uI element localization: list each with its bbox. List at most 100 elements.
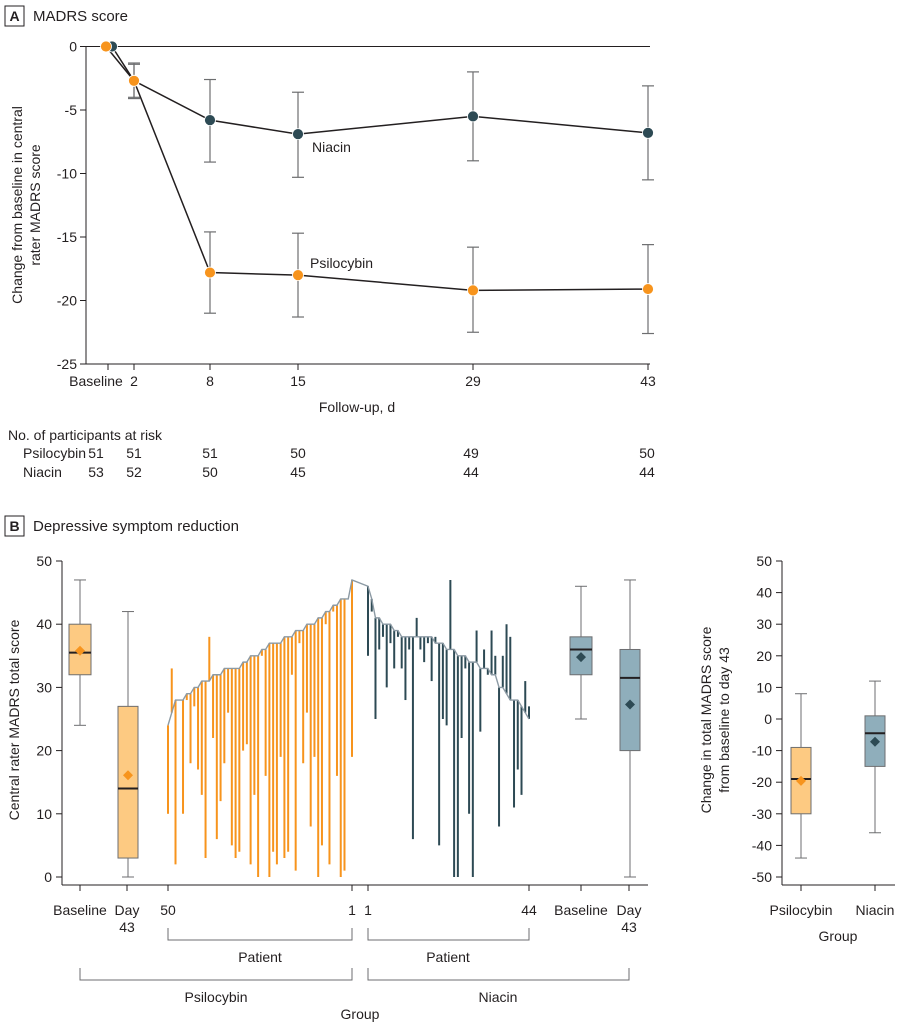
niacin-change-mean-marker (870, 736, 880, 747)
x-label-psi-baseline: Baseline (53, 902, 107, 918)
panel-b-left-y-ticks: 50 40 30 20 10 0 (36, 553, 630, 891)
at-risk-value: 50 (202, 464, 218, 480)
patient-bracket-niacin (367, 928, 530, 941)
b-y-tick-label: 20 (36, 743, 52, 759)
at-risk-values: 51 51 51 50 49 50 53 52 50 45 44 44 (88, 445, 655, 480)
r-y-tick-label: -30 (752, 806, 772, 822)
group-bracket-niacin (367, 968, 630, 981)
panel-a-title: MADRS score (33, 8, 128, 25)
at-risk-niacin-label: Niacin (23, 464, 62, 480)
niacin-point (467, 110, 479, 123)
r-y-tick-label: 20 (756, 648, 772, 664)
panel-a-label: A (9, 8, 19, 24)
patient-label-psilocybin: Patient (238, 949, 282, 965)
niacin-series-label: Niacin (312, 139, 351, 155)
x-label-nia-day-num: 43 (621, 919, 637, 935)
r-y-tick-label: 10 (756, 679, 772, 695)
panel-a-ylabel-1: Change from baseline in central (9, 106, 25, 304)
at-risk-value: 44 (639, 464, 655, 480)
b-y-tick-label: 40 (36, 616, 52, 632)
x-label-nia-first: 1 (364, 902, 372, 918)
a-y-tick-label: -10 (57, 166, 77, 182)
patient-label-niacin: Patient (426, 949, 470, 965)
x-label-psi-day-num: 43 (119, 919, 135, 935)
panel-b-right-ylabel-1: Change in total MADRS score (698, 626, 714, 813)
panel-a-xlabel: Follow-up, d (319, 399, 395, 415)
right-xlabel: Group (819, 928, 858, 944)
a-y-tick-label: 0 (69, 39, 77, 55)
psilocybin-day43-box (117, 705, 139, 859)
niacin-point (204, 114, 216, 127)
b-y-tick-label: 30 (36, 679, 52, 695)
psilocybin-point (100, 40, 112, 53)
niacin-baseline-mean-marker (576, 652, 586, 663)
psilocybin-day43-mean-marker (123, 770, 133, 781)
at-risk-value: 53 (88, 464, 104, 480)
at-risk-header: No. of participants at risk (8, 427, 163, 443)
at-risk-value: 50 (290, 445, 306, 461)
panel-a-y-ticks: 0 -5 -10 -15 -20 -25 (57, 39, 86, 372)
panel-b-left-ylabel: Central rater MADRS total score (6, 619, 22, 820)
x-label-psi-day: Day (115, 902, 140, 918)
niacin-point (292, 128, 304, 141)
panel-b-right-y-ticks: 50 40 30 20 10 0 -10 -20 -30 -40 -50 (752, 553, 876, 891)
a-x-tick-label: 2 (130, 373, 138, 389)
b-y-tick-label: 50 (36, 553, 52, 569)
panel-b-label-box (4, 515, 25, 537)
panel-b-waterfall (167, 579, 530, 877)
psilocybin-point (128, 74, 140, 87)
psilocybin-point (467, 284, 479, 297)
niacin-day43-mean-marker (625, 699, 635, 710)
panel-a-label-box (4, 5, 25, 27)
panel-b-title: Depressive symptom reduction (33, 518, 239, 535)
group-label-psilocybin: Psilocybin (184, 989, 247, 1005)
panel-b-right-ylabel-2: from baseline to day 43 (716, 647, 732, 793)
niacin-line (111, 46, 649, 135)
r-y-tick-label: 30 (756, 616, 772, 632)
at-risk-value: 50 (639, 445, 655, 461)
niacin-point (642, 126, 654, 139)
baseline-connector-line (167, 579, 530, 726)
a-y-tick-label: -5 (65, 102, 78, 118)
at-risk-value: 49 (463, 445, 479, 461)
r-y-tick-label: -50 (752, 869, 772, 885)
panel-b-boxes (68, 579, 641, 878)
at-risk-value: 44 (463, 464, 479, 480)
panel-b-group-label: Group (341, 1006, 380, 1022)
psilocybin-change-mean-marker (796, 775, 806, 786)
x-label-nia-last: 44 (521, 902, 537, 918)
at-risk-value: 51 (88, 445, 104, 461)
a-x-tick-label: 15 (290, 373, 306, 389)
psilocybin-baseline-mean-marker (75, 645, 85, 656)
at-risk-value: 51 (202, 445, 218, 461)
a-y-tick-label: -15 (57, 229, 77, 245)
psilocybin-point (204, 266, 216, 279)
panel-b: B Depressive symptom reduction 50 40 30 20 1… (4, 515, 895, 1022)
panel-a: A MADRS score 0 -5 -10 -15 -20 -25 Baseline 2 8… (4, 5, 656, 480)
x-label-nia-day: Day (617, 902, 642, 918)
x-label-psi-first: 50 (160, 902, 176, 918)
group-label-niacin: Niacin (479, 989, 518, 1005)
a-x-tick-label: 29 (465, 373, 481, 389)
psilocybin-line (105, 46, 649, 292)
patient-bracket-psilocybin (167, 928, 353, 941)
a-x-tick-label: 8 (206, 373, 214, 389)
psilocybin-point (292, 269, 304, 282)
a-y-tick-label: -25 (57, 356, 77, 372)
panel-b-label: B (9, 518, 19, 534)
at-risk-value: 51 (126, 445, 142, 461)
group-bracket-psilocybin (79, 968, 353, 981)
panel-a-ylabel-2: rater MADRS score (27, 144, 43, 266)
at-risk-value: 45 (290, 464, 306, 480)
panel-a-x-ticks: Baseline 2 8 15 29 43 (69, 364, 656, 389)
psilocybin-point (642, 283, 654, 295)
a-y-tick-label: -20 (57, 293, 77, 309)
right-x-label-niacin: Niacin (856, 902, 895, 918)
right-x-label-psilocybin: Psilocybin (769, 902, 832, 918)
a-x-tick-label: 43 (640, 373, 656, 389)
panel-a-series (100, 40, 654, 335)
at-risk-value: 52 (126, 464, 142, 480)
r-y-tick-label: 0 (764, 711, 772, 727)
r-y-tick-label: -40 (752, 837, 772, 853)
